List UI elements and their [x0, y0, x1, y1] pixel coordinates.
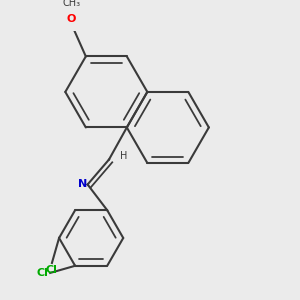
- Text: CH₃: CH₃: [62, 0, 81, 8]
- Text: H: H: [120, 151, 127, 161]
- Text: O: O: [67, 14, 76, 24]
- Text: Cl: Cl: [46, 265, 58, 275]
- Text: Cl: Cl: [37, 268, 48, 278]
- Text: N: N: [78, 179, 88, 190]
